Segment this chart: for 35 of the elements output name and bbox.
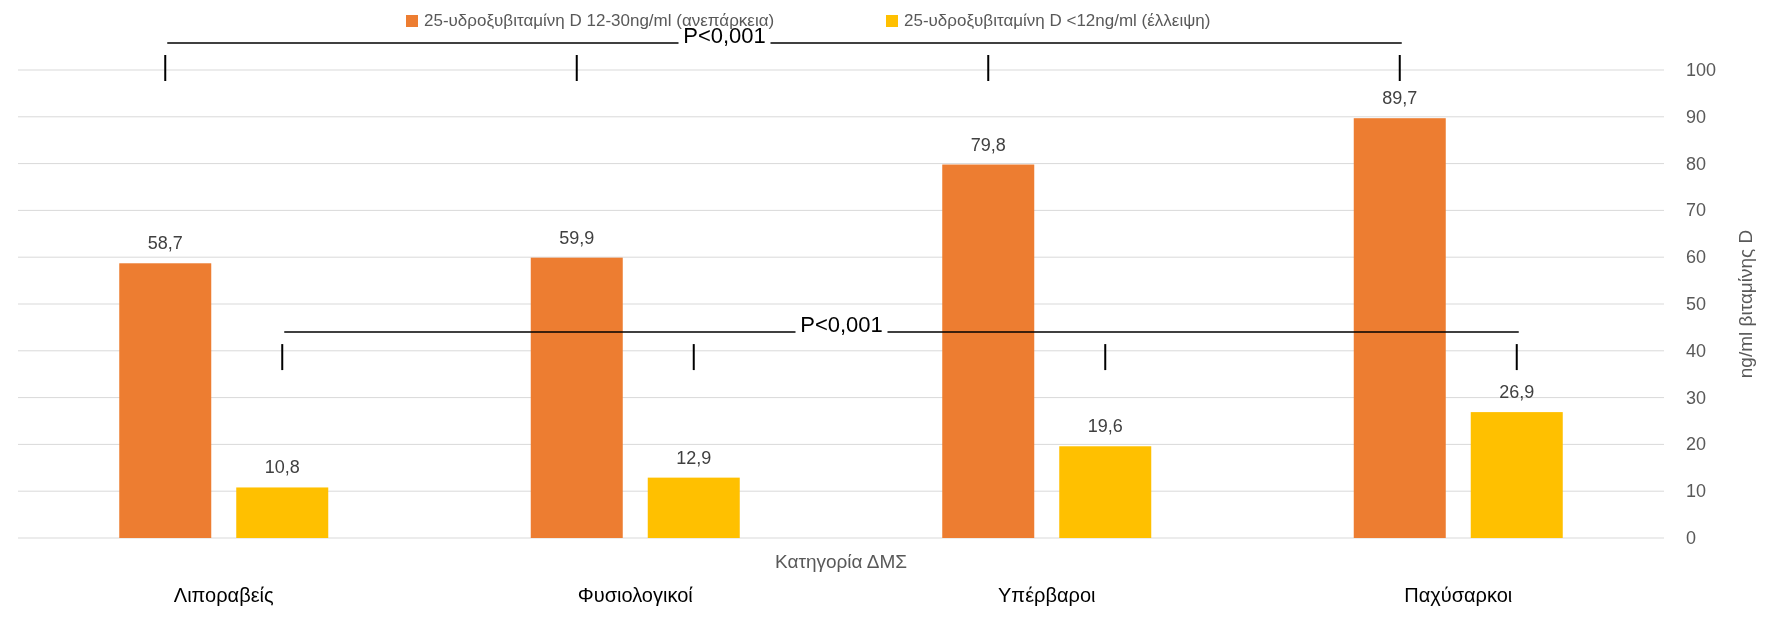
y-tick-label: 10 [1686, 481, 1707, 502]
bar [119, 263, 212, 538]
y-tick-label: 40 [1686, 340, 1707, 361]
x-tick-label: Φυσιολογικοί [577, 584, 694, 606]
bar [530, 257, 623, 538]
x-tick-label: Υπέρβαροι [998, 584, 1096, 606]
data-label: 58,7 [147, 233, 183, 254]
y-tick-label: 60 [1686, 247, 1707, 268]
annotation: P<0,001 [800, 312, 883, 338]
y-tick-label: 90 [1686, 106, 1707, 127]
x-tick-label: Λιποραβείς [173, 584, 275, 606]
bar [942, 164, 1035, 538]
bar [647, 477, 740, 538]
data-label: 19,6 [1087, 416, 1123, 437]
y-tick-label: 50 [1686, 294, 1707, 314]
data-label: 10,8 [264, 457, 300, 478]
x-axis-title: Κατηγορία ΔΜΣ [774, 551, 908, 572]
y-tick-label: 20 [1686, 434, 1707, 455]
bar [236, 487, 329, 538]
y-tick-label: 80 [1686, 153, 1707, 174]
bar [1353, 118, 1446, 538]
data-label: 12,9 [676, 447, 712, 468]
bar [1470, 412, 1563, 538]
y-tick-label: 30 [1686, 387, 1707, 408]
data-label: 59,9 [559, 227, 595, 248]
x-tick-label: Παχύσαρκοι [1404, 584, 1513, 606]
y-tick-label: 100 [1686, 60, 1717, 80]
y-tick-label: 70 [1686, 200, 1707, 221]
legend-label: 25-υδροξυβιταμίνη D <12ng/ml (έλλειψη) [904, 11, 1211, 30]
bar [1059, 446, 1152, 538]
data-label: 26,9 [1499, 382, 1535, 403]
y-axis-title: ng/ml βιταμίνης D [1735, 229, 1756, 379]
y-tick-label: 0 [1686, 528, 1697, 548]
data-label: 89,7 [1382, 88, 1418, 109]
data-label: 79,8 [970, 134, 1006, 155]
